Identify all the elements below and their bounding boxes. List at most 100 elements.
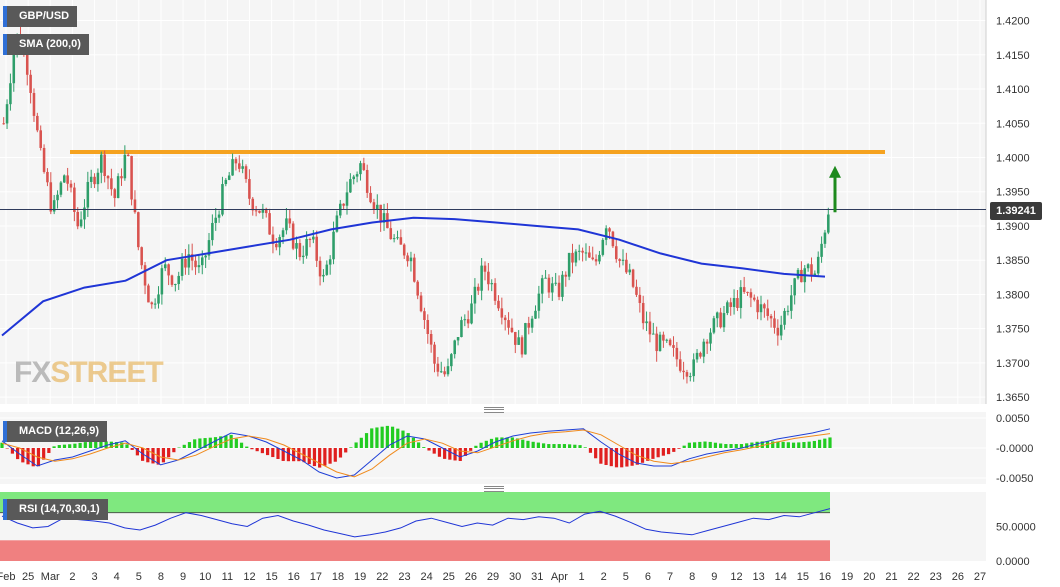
candle-body (625, 259, 628, 273)
candle-body (773, 318, 776, 328)
candle-body (736, 298, 739, 308)
signal-line (1, 429, 831, 478)
candle-body (665, 339, 669, 341)
candle-body (325, 264, 329, 275)
macd-histogram-bar (396, 428, 400, 448)
macd-histogram-bar (161, 448, 166, 463)
candle-body (439, 371, 443, 373)
macd-histogram-bar (573, 444, 577, 448)
date-tick-label: 13 (753, 571, 765, 583)
candle-body (52, 200, 56, 212)
macd-histogram-bar (245, 446, 249, 448)
macd-histogram-bar (229, 434, 233, 448)
date-tick-label: 11 (222, 571, 233, 583)
macd-histogram-bar (130, 448, 134, 450)
candle-body (298, 243, 302, 258)
macd-histogram-bar (698, 441, 702, 448)
macd-histogram-bar (255, 448, 259, 452)
macd-histogram-bar (203, 438, 207, 448)
candle-body (631, 269, 635, 287)
macd-histogram-bar (265, 448, 270, 456)
macd-histogram-bar (609, 448, 613, 467)
candle-body (170, 275, 174, 285)
candle-body (5, 104, 9, 124)
macd-histogram-bar (375, 427, 379, 448)
macd-histogram-bar (469, 448, 473, 451)
candle-body (689, 376, 692, 378)
date-tick-label: 16 (819, 571, 831, 583)
candle-body (106, 176, 110, 179)
macd-histogram-bar (823, 438, 827, 448)
candle-body (786, 310, 790, 312)
candle-body (739, 287, 743, 308)
candle-body (382, 213, 386, 223)
date-tick-label: 7 (667, 571, 673, 583)
candle-body (110, 178, 113, 190)
candle-body (352, 176, 356, 180)
candle-body (460, 320, 463, 338)
date-tick-label: 2 (601, 571, 607, 583)
macd-histogram-bar (802, 442, 806, 448)
date-tick-label: 23 (398, 571, 410, 583)
candle-body (349, 179, 352, 193)
candle-body (490, 283, 494, 285)
rsi-resize-handle[interactable] (484, 486, 504, 492)
candle-body (544, 277, 547, 279)
date-tick-label: 31 (531, 571, 543, 583)
rsi-line (1, 508, 831, 538)
sma-200-line (1, 216, 826, 337)
candle-body (551, 283, 554, 293)
candle-body (123, 154, 127, 179)
candle-body (655, 333, 658, 352)
macd-resize-handle[interactable] (484, 407, 504, 413)
macd-histogram-bar (630, 448, 634, 466)
candle-body (514, 332, 517, 345)
macd-histogram-bar (42, 448, 46, 460)
candle-body (200, 257, 204, 266)
candle-body (160, 268, 164, 295)
date-tick-label: 5 (136, 571, 142, 583)
macd-histogram-bar (52, 446, 56, 448)
candle-body (73, 187, 76, 212)
candle-body (221, 184, 224, 215)
candle-body (217, 214, 221, 218)
date-tick-label: 5 (623, 571, 629, 583)
macd-histogram-bar (515, 438, 520, 448)
macd-histogram-bar (760, 441, 764, 448)
candle-body (436, 363, 440, 372)
candle-body (389, 228, 393, 240)
macd-histogram-bar (771, 441, 775, 448)
candle-body (648, 321, 652, 335)
date-tick-label: Mar (41, 571, 60, 583)
candle-body (749, 292, 753, 298)
candle-body (766, 308, 770, 316)
last-price-badge: 1.39241 (990, 202, 1042, 220)
macd-histogram-bar (620, 448, 624, 468)
candle-body (49, 182, 53, 212)
date-tick-label: 25 (443, 571, 455, 583)
macd-histogram-bar (0, 442, 4, 448)
candle-body (695, 352, 699, 360)
macd-histogram-bar (31, 448, 35, 467)
candle-body (59, 182, 63, 195)
date-tick-label: 3 (91, 571, 97, 583)
macd-histogram-bar (594, 448, 598, 459)
candle-body (423, 311, 426, 320)
macd-histogram-bar (495, 437, 499, 448)
date-tick-label: 16 (288, 571, 300, 583)
date-tick-label: 6 (645, 571, 651, 583)
macd-histogram-bar (719, 443, 723, 448)
candle-body (396, 237, 399, 239)
candle-body (638, 294, 642, 303)
macd-histogram-bar (88, 441, 93, 448)
macd-histogram-bar (703, 441, 707, 448)
date-tick-label: 22 (907, 571, 919, 583)
price-tick-label: 1.4100 (996, 84, 1030, 96)
macd-histogram-bar (708, 441, 712, 448)
macd-histogram-bar (359, 437, 363, 448)
macd-histogram-bar (552, 444, 556, 448)
macd-histogram-bar (588, 448, 593, 453)
candle-body (56, 194, 59, 201)
macd-histogram-bar (776, 441, 780, 448)
candle-body (211, 222, 214, 241)
